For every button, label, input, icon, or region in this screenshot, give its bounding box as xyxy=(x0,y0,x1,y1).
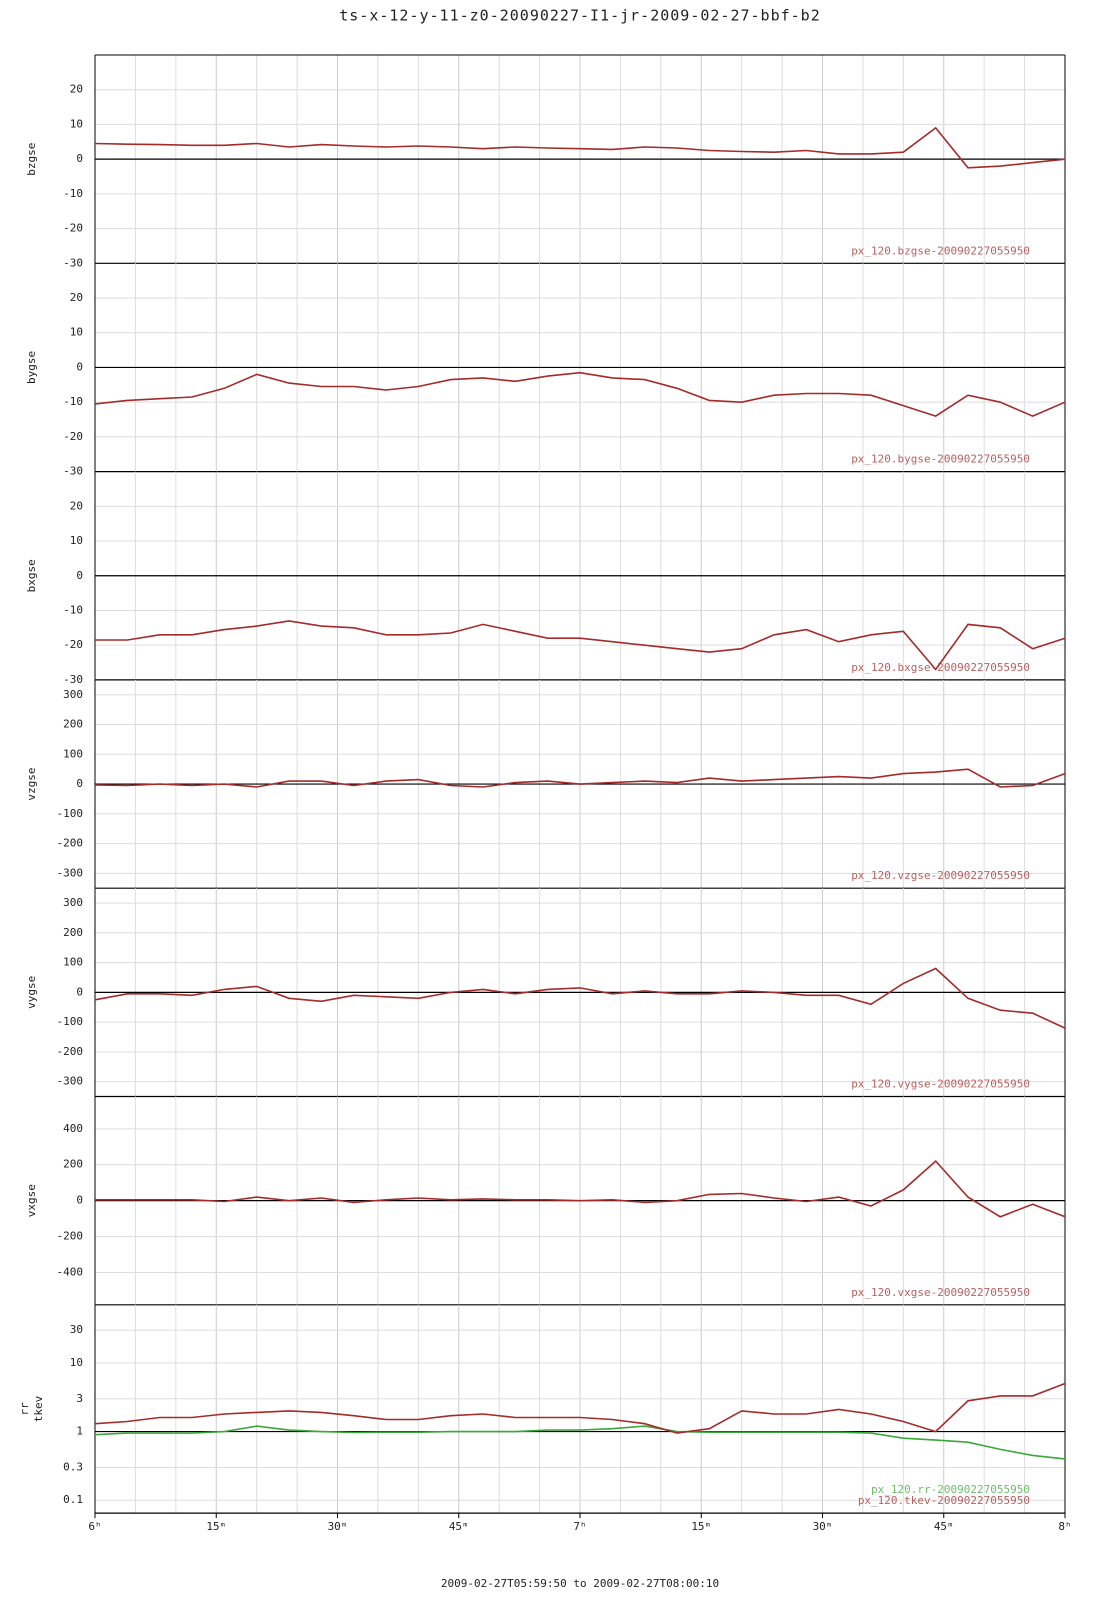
y-tick-label: 30 xyxy=(70,1323,83,1336)
x-tick-label: 15ᵐ xyxy=(206,1520,226,1533)
y-axis-label: bzgse xyxy=(25,143,38,176)
y-tick-label: 0.3 xyxy=(63,1460,83,1473)
y-tick-label: 0.1 xyxy=(63,1493,83,1506)
y-tick-label: 0 xyxy=(76,569,83,582)
y-tick-label: 20 xyxy=(70,83,83,96)
y-tick-label: 400 xyxy=(63,1122,83,1135)
y-tick-label: 0 xyxy=(76,985,83,998)
y-tick-label: 10 xyxy=(70,534,83,547)
y-tick-label: -200 xyxy=(57,1045,84,1058)
y-tick-label: -300 xyxy=(57,866,84,879)
y-tick-label: 10 xyxy=(70,117,83,130)
y-tick-label: 0 xyxy=(76,1194,83,1207)
x-tick-label: 7ʰ xyxy=(573,1520,586,1533)
series-line xyxy=(94,768,1066,788)
y-axis-label: vxgse xyxy=(25,1184,38,1217)
y-tick-label: 20 xyxy=(70,291,83,304)
y-tick-label: -300 xyxy=(57,1075,84,1088)
legend-label: px_120.vxgse-20090227055950 xyxy=(851,1286,1030,1299)
y-tick-label: 0 xyxy=(76,777,83,790)
x-tick-label: 15ᵐ xyxy=(691,1520,711,1533)
y-tick-label: -20 xyxy=(63,638,83,651)
y-tick-label: 200 xyxy=(63,718,83,731)
x-tick-label: 8ʰ xyxy=(1058,1520,1071,1533)
y-tick-label: 10 xyxy=(70,326,83,339)
y-tick-label: 300 xyxy=(63,896,83,909)
series-line xyxy=(94,371,1066,417)
series-line xyxy=(95,1159,1066,1218)
y-tick-label: -20 xyxy=(63,430,83,443)
y-tick-label: 200 xyxy=(63,1158,83,1171)
y-tick-label: 10 xyxy=(70,1356,83,1369)
chart-title: ts-x-12-y-11-z0-20090227-I1-jr-2009-02-2… xyxy=(339,7,820,25)
legend-label: px_120.bygse-20090227055950 xyxy=(851,453,1030,466)
y-axis-label: rr xyxy=(18,1402,31,1416)
x-tick-label: 6ʰ xyxy=(88,1520,101,1533)
y-tick-label: -10 xyxy=(63,395,83,408)
x-tick-label: 45ᵐ xyxy=(934,1520,954,1533)
y-tick-label: 100 xyxy=(63,956,83,969)
series-line xyxy=(95,620,1066,671)
x-axis-label: 2009-02-27T05:59:50 to 2009-02-27T08:00:… xyxy=(441,1577,719,1590)
series-line xyxy=(94,1382,1066,1434)
y-tick-label: 20 xyxy=(70,499,83,512)
y-axis-label: vzgse xyxy=(25,767,38,800)
legend-label: px_120.vzgse-20090227055950 xyxy=(851,869,1030,882)
y-tick-label: 3 xyxy=(76,1392,83,1405)
legend-label: px_120.bzgse-20090227055950 xyxy=(851,244,1030,257)
y-tick-label: -20 xyxy=(63,222,83,235)
y-tick-label: 0 xyxy=(76,152,83,165)
y-tick-label: -200 xyxy=(57,837,84,850)
y-axis-label: bygse xyxy=(25,351,38,384)
legend-label: px_120.vygse-20090227055950 xyxy=(851,1078,1030,1091)
y-tick-label: -30 xyxy=(63,465,83,478)
x-tick-label: 30ᵐ xyxy=(328,1520,348,1533)
legend-label: px_120.bxgse-20090227055950 xyxy=(851,661,1030,674)
series-line xyxy=(94,1425,1066,1460)
x-tick-label: 30ᵐ xyxy=(813,1520,833,1533)
y-tick-label: -400 xyxy=(57,1265,84,1278)
y-tick-label: 200 xyxy=(63,926,83,939)
y-tick-label: 1 xyxy=(76,1425,83,1438)
y-axis-label: tkev xyxy=(32,1395,45,1422)
series-line xyxy=(94,126,1066,169)
y-tick-label: 100 xyxy=(63,747,83,760)
series-line xyxy=(94,967,1066,1029)
y-tick-label: -10 xyxy=(63,187,83,200)
y-tick-label: 300 xyxy=(63,688,83,701)
y-axis-label: vygse xyxy=(25,976,38,1009)
y-tick-label: -10 xyxy=(63,603,83,616)
y-tick-label: -200 xyxy=(57,1230,84,1243)
y-tick-label: 0 xyxy=(76,360,83,373)
y-tick-label: -100 xyxy=(57,807,84,820)
legend-label: px_120.tkev-20090227055950 xyxy=(858,1494,1030,1507)
legend-label: px_120.rr-20090227055950 xyxy=(871,1483,1030,1496)
y-tick-label: -30 xyxy=(63,673,83,686)
y-tick-label: -30 xyxy=(63,256,83,269)
x-tick-label: 45ᵐ xyxy=(449,1520,469,1533)
y-axis-label: bxgse xyxy=(25,559,38,592)
y-tick-label: -100 xyxy=(57,1015,84,1028)
